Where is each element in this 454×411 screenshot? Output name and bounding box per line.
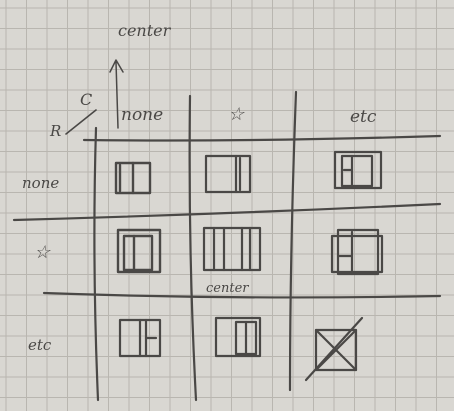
column-header-none: none — [121, 105, 163, 125]
row-divider-2 — [42, 291, 442, 299]
cell-none-none-window-sketch — [114, 161, 152, 195]
cell-etc-etc-crossed-box — [304, 316, 364, 382]
column-divider-1 — [93, 126, 100, 402]
row-header-etc: etc — [28, 336, 52, 354]
axis-col-letter: C — [80, 90, 92, 109]
cell-none-etc-window-sketch — [333, 150, 383, 190]
cell-etc-star-window-sketch — [214, 316, 262, 358]
cell-star-etc-window-sketch — [330, 228, 384, 276]
cell-star-none-window-sketch — [116, 228, 162, 274]
row-header-none: none — [22, 174, 59, 192]
title-text: center — [118, 21, 172, 40]
cell-etc-none-window-sketch — [118, 318, 162, 358]
table-lines — [12, 90, 442, 402]
column-header-star: ☆ — [228, 104, 245, 125]
column-header-etc: etc — [350, 107, 377, 127]
up-arrow — [109, 59, 124, 129]
header-row-line — [82, 134, 442, 142]
column-divider-2 — [188, 94, 198, 402]
row-divider-1 — [12, 202, 442, 222]
row-header-star: ☆ — [34, 242, 51, 263]
cell-star-star-window-sketch — [202, 226, 262, 272]
cell-annotation-center: center — [206, 281, 249, 296]
column-divider-3 — [288, 90, 298, 392]
cell-none-star-window-sketch — [204, 154, 252, 194]
axis-row-letter: R — [49, 122, 61, 140]
corner-diagonal — [65, 109, 97, 135]
